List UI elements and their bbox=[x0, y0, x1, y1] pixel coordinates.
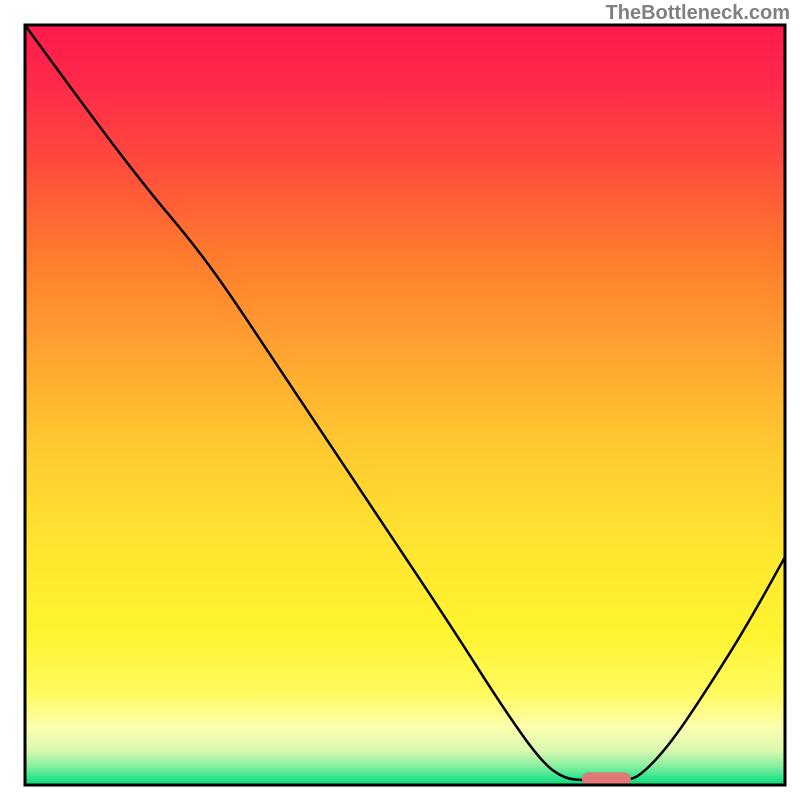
bottleneck-chart bbox=[0, 0, 800, 800]
chart-container: TheBottleneck.com bbox=[0, 0, 800, 800]
gradient-background bbox=[25, 25, 785, 785]
watermark-label: TheBottleneck.com bbox=[606, 2, 790, 25]
optimum-marker bbox=[582, 773, 630, 785]
